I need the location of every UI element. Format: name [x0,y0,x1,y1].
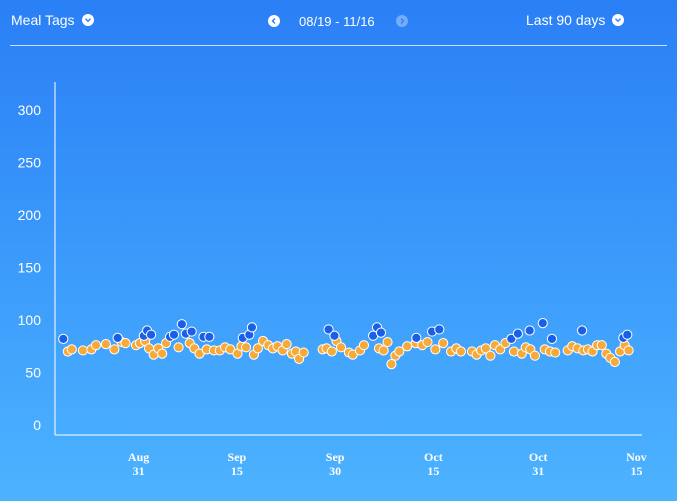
x-tick-label: 15 [231,464,243,478]
data-point[interactable] [550,347,561,358]
data-point[interactable] [100,339,111,350]
data-point[interactable] [252,343,263,354]
x-tick-label: 31 [133,464,145,478]
data-point[interactable] [402,341,413,352]
data-point[interactable] [434,324,445,335]
data-point[interactable] [157,348,168,359]
date-range-text: 08/19 - 11/16 [299,14,375,29]
period-dropdown[interactable]: Last 90 days [526,12,625,28]
y-tick-label: 100 [18,312,42,328]
period-label: Last 90 days [526,12,606,28]
chevron-right-icon [400,18,405,24]
chevron-down-icon [612,14,625,26]
data-point[interactable] [281,339,292,350]
x-tick-label: Oct [424,450,443,464]
data-point[interactable] [77,345,89,356]
y-tick-label: 300 [18,102,42,118]
chevron-down-icon [81,14,94,26]
next-period-button[interactable] [396,15,408,27]
data-point[interactable] [240,342,252,353]
data-point[interactable] [529,350,541,361]
data-point[interactable] [329,330,340,341]
y-tick-label: 200 [18,207,42,223]
x-tick-label: 30 [329,464,341,478]
x-tick-label: Sep [228,450,247,464]
data-point[interactable] [524,325,535,336]
data-point[interactable] [609,356,620,368]
data-point[interactable] [120,338,131,349]
chevron-left-icon [271,18,276,24]
y-tick-label: 150 [18,260,42,276]
x-tick-label: Nov [626,450,647,464]
data-point[interactable] [145,329,157,340]
data-point[interactable] [204,331,215,342]
data-point[interactable] [109,344,120,355]
data-point[interactable] [455,346,466,357]
x-tick-label: Aug [128,450,149,464]
data-point[interactable] [485,350,496,361]
data-point[interactable] [411,332,422,343]
data-point[interactable] [512,328,523,339]
data-point[interactable] [386,359,397,370]
data-point[interactable] [186,326,197,337]
data-point[interactable] [382,336,393,348]
data-point[interactable] [438,338,449,349]
data-point[interactable] [176,319,187,330]
data-point[interactable] [112,332,123,343]
data-point[interactable] [623,345,634,356]
data-point[interactable] [173,342,184,353]
data-point[interactable] [546,333,558,344]
data-point[interactable] [358,340,370,351]
header-bar: Meal Tags 08/19 - 11/16 Last 90 days [0,0,677,46]
data-point[interactable] [430,344,441,355]
data-point[interactable] [537,318,548,329]
x-tick-label: 15 [630,464,642,478]
header-divider [10,45,667,46]
data-point[interactable] [323,324,334,335]
data-point[interactable] [422,336,433,348]
y-tick-label: 0 [33,417,41,433]
y-tick-label: 50 [25,365,41,381]
data-point[interactable] [506,333,517,344]
data-point[interactable] [576,325,588,336]
data-point[interactable] [90,340,102,351]
data-point[interactable] [480,343,491,354]
data-point[interactable] [335,342,347,353]
data-point[interactable] [66,344,77,355]
data-point[interactable] [326,346,337,357]
data-point[interactable] [375,327,387,338]
prev-period-button[interactable] [268,15,280,27]
meal-tags-dropdown[interactable]: Meal Tags [11,12,94,28]
data-point[interactable] [394,346,405,357]
data-point[interactable] [168,329,180,340]
x-tick-label: 15 [427,464,439,478]
x-tick-label: Oct [529,450,548,464]
data-point[interactable] [246,322,258,333]
data-point[interactable] [622,329,633,340]
data-point[interactable] [378,345,389,356]
data-point[interactable] [596,340,607,351]
x-tick-label: Sep [326,450,345,464]
x-tick-label: 31 [532,464,544,478]
y-tick-label: 250 [18,155,42,171]
data-point[interactable] [298,347,309,358]
meal-tags-label: Meal Tags [11,12,75,28]
data-point[interactable] [58,333,69,344]
